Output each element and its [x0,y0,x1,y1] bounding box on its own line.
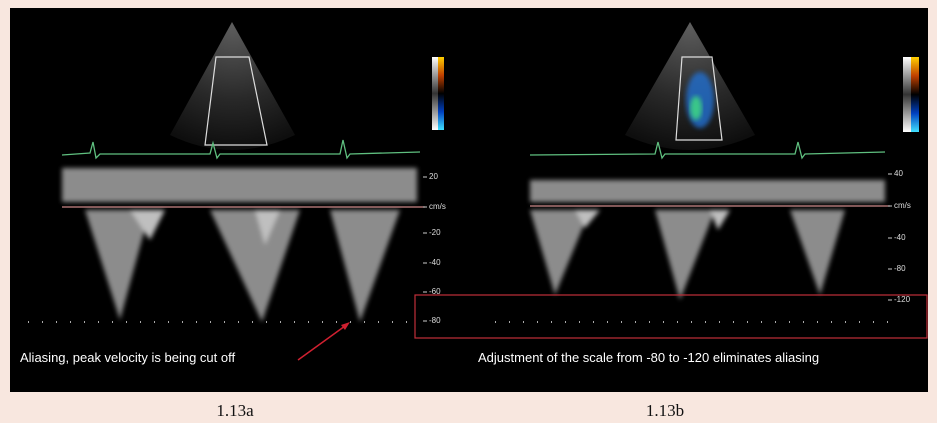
doppler-spectrum [530,180,885,300]
color-bar [911,57,919,132]
color-bar [438,57,444,130]
scale-label: -20 [429,228,441,237]
ecg-trace [529,141,886,160]
annotation: Aliasing, peak velocity is being cut off [20,350,235,365]
color-bar [903,57,911,132]
sample-box [675,56,723,141]
scale-label: cm/s [429,202,446,211]
highlight-box [414,294,928,339]
color-flow [690,96,702,120]
doppler-spectrum [62,168,417,322]
sector-image [170,22,295,150]
scale-label: -80 [429,316,441,325]
scale-label: -60 [429,287,441,296]
color-bar [432,57,438,130]
scale-label: 20 [429,172,438,181]
ecg-trace [61,139,421,160]
arrow-head [341,322,350,330]
scale-label: -80 [894,264,906,273]
annotation: Adjustment of the scale from -80 to -120… [478,350,819,365]
caption: 1.13a [216,401,254,420]
scale-label: 40 [894,169,903,178]
scale-label: -40 [894,233,906,242]
scale-label: cm/s [894,201,911,210]
scale-label: -120 [894,295,911,304]
sample-box [204,56,268,146]
arrow [297,325,346,361]
scale-label: -40 [429,258,441,267]
caption: 1.13b [646,401,684,420]
